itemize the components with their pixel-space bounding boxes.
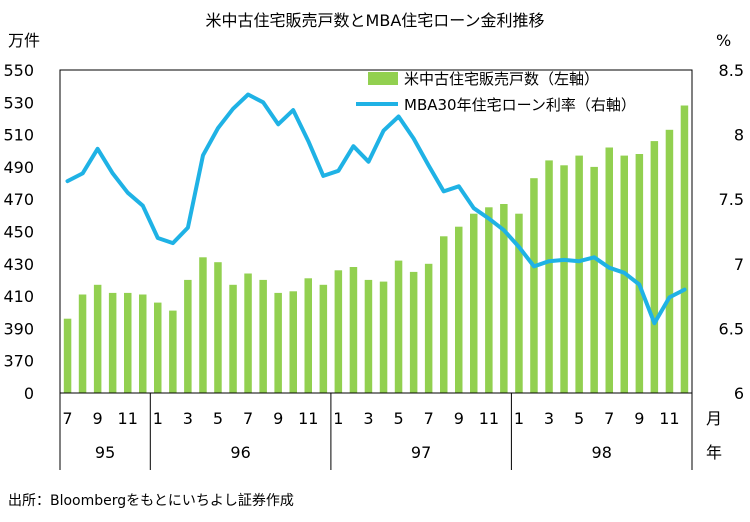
month-tick-label: 5 (394, 409, 404, 428)
bar (305, 278, 313, 393)
month-tick-label: 1 (333, 409, 343, 428)
left-tick-label: 0 (24, 384, 34, 403)
month-tick-label: 11 (659, 409, 679, 428)
bar (380, 282, 388, 393)
bar (455, 227, 463, 393)
left-tick-label: 430 (3, 255, 34, 274)
bar (425, 264, 433, 393)
left-tick-label: 370 (3, 352, 34, 371)
month-tick-label: 9 (634, 409, 644, 428)
month-tick-label: 7 (243, 409, 253, 428)
month-tick-label: 7 (424, 409, 434, 428)
bar (636, 154, 644, 393)
right-axis-unit: % (716, 31, 731, 50)
legend: 米中古住宅販売戸数（左軸） MBA30年住宅ローン利率（右軸） (356, 70, 636, 114)
source-note: 出所：Bloombergをもとにいちよし証券作成 (8, 493, 294, 509)
bar (666, 130, 674, 393)
right-tick-label: 7 (734, 255, 744, 274)
bar (590, 167, 598, 393)
month-tick-label: 9 (454, 409, 464, 428)
bar (199, 257, 207, 393)
bar (94, 285, 102, 393)
x-unit-year: 年 (706, 443, 722, 462)
bar (124, 293, 132, 393)
right-tick-label: 6 (734, 384, 744, 403)
left-axis-ticks: 0 370 390 410 430 450 470 490 510 530 550 (3, 61, 34, 403)
month-tick-label: 11 (479, 409, 499, 428)
legend-bar-label: 米中古住宅販売戸数（左軸） (404, 70, 599, 88)
bar (560, 165, 568, 393)
month-tick-label: 5 (574, 409, 584, 428)
month-tick-label: 7 (62, 409, 72, 428)
month-tick-label: 1 (514, 409, 524, 428)
year-label: 97 (411, 443, 431, 462)
month-tick-label: 9 (93, 409, 103, 428)
bar (485, 207, 493, 393)
month-tick-label: 11 (298, 409, 318, 428)
bar (109, 293, 117, 393)
month-tick-label: 11 (118, 409, 138, 428)
bar (350, 267, 358, 393)
right-tick-label: 6.5 (719, 319, 744, 338)
bar (274, 293, 282, 393)
bar (515, 214, 523, 393)
year-label: 96 (230, 443, 250, 462)
bar (681, 106, 689, 394)
year-label: 95 (95, 443, 115, 462)
bar (154, 303, 162, 393)
left-tick-label: 510 (3, 126, 34, 145)
bar (79, 295, 87, 394)
month-tick-label: 3 (183, 409, 193, 428)
bar (184, 280, 192, 393)
bar (244, 274, 252, 394)
bar (575, 156, 583, 393)
bar (530, 178, 538, 393)
bar (229, 285, 237, 393)
bar (365, 280, 373, 393)
month-tick-label: 7 (604, 409, 614, 428)
bar (410, 272, 418, 393)
bar (651, 141, 659, 393)
right-tick-label: 8.5 (719, 61, 744, 80)
month-tick-label: 9 (273, 409, 283, 428)
bar (169, 311, 177, 393)
bar (259, 280, 267, 393)
month-tick-label: 3 (544, 409, 554, 428)
bar (470, 214, 478, 393)
legend-bar-swatch (368, 72, 398, 85)
x-unit-month: 月 (706, 409, 722, 428)
bar (214, 262, 222, 393)
bar (545, 160, 553, 393)
month-tick-label: 1 (153, 409, 163, 428)
chart-title: 米中古住宅販売戸数とMBA住宅ローン金利推移 (206, 11, 545, 30)
right-tick-label: 8 (734, 126, 744, 145)
right-tick-label: 7.5 (719, 190, 744, 209)
month-tick-label: 3 (363, 409, 373, 428)
right-axis-ticks: 6 6.5 7 7.5 8 8.5 (719, 61, 744, 403)
legend-line-label: MBA30年住宅ローン利率（右軸） (404, 96, 636, 114)
month-axis: 7 9 11 1 3 5 7 9 11 1 3 5 7 9 11 1 3 5 7 9 11 (62, 409, 679, 428)
bar (290, 291, 298, 393)
bar (139, 295, 147, 394)
left-tick-label: 490 (3, 158, 34, 177)
left-tick-label: 450 (3, 223, 34, 242)
bar (320, 285, 328, 393)
bar (64, 319, 72, 393)
left-tick-label: 470 (3, 190, 34, 209)
left-tick-label: 390 (3, 319, 34, 338)
bar (335, 270, 343, 393)
year-label: 98 (592, 443, 612, 462)
bar (395, 261, 403, 393)
left-axis-unit: 万件 (8, 31, 40, 50)
left-tick-label: 530 (3, 93, 34, 112)
left-tick-label: 410 (3, 287, 34, 306)
month-tick-label: 5 (213, 409, 223, 428)
bar (440, 236, 448, 393)
year-axis: 95 96 97 98 (60, 393, 692, 470)
left-tick-label: 550 (3, 61, 34, 80)
